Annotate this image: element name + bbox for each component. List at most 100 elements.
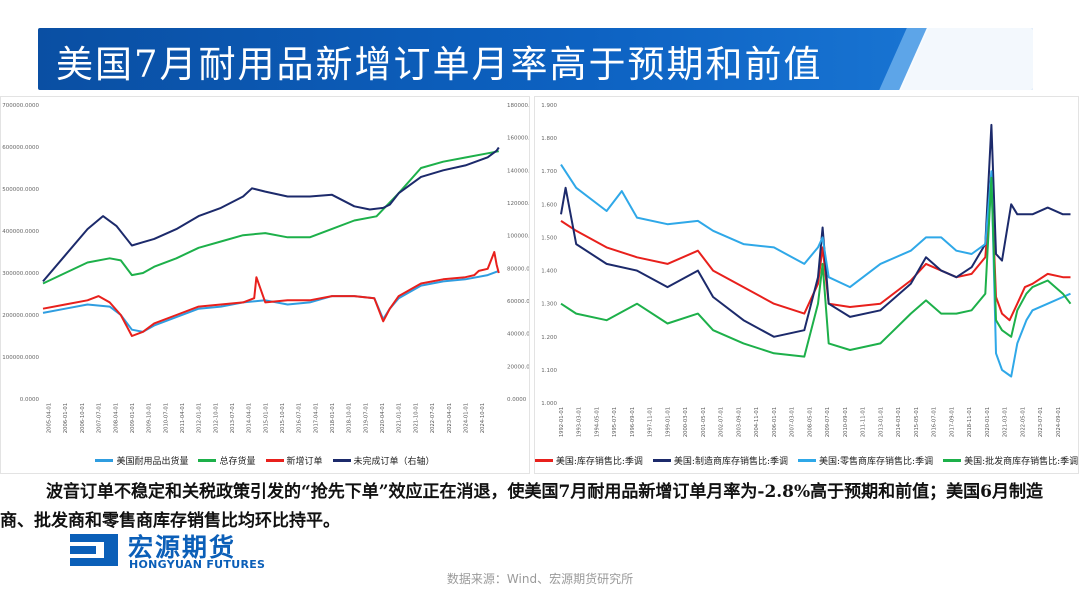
legend-item: 总存货量: [198, 454, 256, 467]
y2-tick-label: 20000.0000: [507, 364, 529, 370]
legend-label: 未完成订单（右轴）: [353, 457, 435, 467]
x-tick-label: 1997-11-01: [648, 407, 654, 437]
chart-panel-durable-goods: 0.0000 100000.0000 200000.0000 300000.0000 4…: [0, 96, 530, 474]
x-tick-label: 2005-04-01: [47, 403, 53, 433]
y-tick-label: 1.600: [541, 202, 557, 208]
x-tick-label: 2006-01-01: [772, 407, 778, 437]
x-tick-label: 2022-05-01: [1020, 407, 1026, 437]
y-tick-label: 600000.0000: [2, 145, 39, 151]
x-tick-label: 2016-07-01: [297, 403, 303, 433]
x-tick-label: 2013-01-01: [878, 407, 884, 437]
data-source-note: 数据来源：Wind、宏源期货研究所: [446, 572, 634, 586]
x-tick-label: 2002-07-01: [719, 407, 725, 437]
y-tick-label: 200000.0000: [2, 313, 39, 319]
x-tick-label: 2019-07-01: [363, 403, 369, 433]
y-tick-label: 0.0000: [20, 397, 40, 403]
x-tick-label: 2021-10-01: [413, 403, 419, 433]
x-tick-label: 2023-04-01: [447, 403, 453, 433]
y-tick-label: 1.000: [541, 401, 557, 407]
y-tick-label: 100000.0000: [2, 355, 39, 361]
x-tick-label: 2000-03-01: [683, 407, 689, 437]
x-tick-label: 2015-01-01: [263, 403, 269, 433]
x-tick-label: 2011-04-01: [180, 403, 186, 433]
x-tick-label: 2018-10-01: [347, 403, 353, 433]
x-tick-label: 2001-05-01: [701, 407, 707, 437]
y2-tick-label: 120000.0000: [507, 201, 529, 207]
y2-tick-label: 40000.0000: [507, 332, 529, 338]
y-tick-label: 1.800: [541, 136, 557, 142]
company-logo: 宏源期货 HONGYUAN FUTURES: [68, 528, 308, 574]
x-tick-label: 2008-04-01: [113, 403, 119, 433]
x-tick-label: 2023-07-01: [1038, 407, 1044, 437]
legend-label: 美国:零售商库存销售比:季调: [819, 457, 934, 467]
x-tick-label: 2006-01-01: [63, 403, 69, 433]
x-tick-label: 2007-03-01: [790, 407, 796, 437]
y-tick-label: 1.200: [541, 335, 557, 341]
legend-swatch: [265, 459, 284, 462]
legend-item: 美国:零售商库存销售比:季调: [798, 454, 933, 467]
x-tick-label: 2014-03-01: [896, 407, 902, 437]
legend-label: 美国耐用品出货量: [116, 457, 189, 467]
y-tick-label: 1.400: [541, 269, 557, 275]
x-tick-label: 2017-09-01: [949, 407, 955, 437]
x-tick-label: 2020-01-01: [985, 407, 991, 437]
y2-tick-label: 180000.0000: [507, 103, 529, 109]
legend-label: 美国:批发商库存销售比:季调: [964, 457, 1079, 467]
y2-tick-label: 140000.0000: [507, 168, 529, 174]
series-line-4: [42, 146, 500, 283]
y-tick-label: 500000.0000: [2, 187, 39, 193]
y-tick-label: 300000.0000: [2, 271, 39, 277]
y-tick-label: 1.500: [541, 235, 557, 241]
y2-tick-label: 0.0000: [507, 397, 527, 403]
x-tick-label: 2021-03-01: [1003, 407, 1009, 437]
legend-item: 美国:制造商库存销售比:季调: [652, 454, 788, 467]
y2-tick-label: 100000.0000: [507, 234, 529, 240]
chart-durable-goods: 0.0000 100000.0000 200000.0000 300000.0000 4…: [2, 103, 529, 433]
x-tick-label: 2009-10-01: [147, 403, 153, 433]
analysis-caption: 波音订单不稳定和关税政策引发的“抢先下单”效应正在消退，使美国7月耐用品新增订单…: [0, 482, 1043, 531]
legend-swatch: [943, 459, 962, 462]
x-tick-label: 2018-11-01: [967, 407, 973, 437]
title-banner: 美国7月耐用品新增订单月率高于预期和前值: [38, 28, 1033, 90]
legend-swatch: [652, 459, 671, 462]
x-tick-label: 2015-05-01: [914, 407, 920, 437]
legend-left: 美国耐用品出货量 总存货量 新增订单 未完成订单（右轴）: [1, 454, 529, 467]
legend-swatch: [798, 459, 816, 462]
x-tick-label: 2020-04-01: [380, 403, 386, 433]
x-tick-label: 2012-01-01: [197, 403, 203, 433]
x-tick-label: 2013-07-01: [230, 403, 236, 433]
x-tick-label: 2017-04-01: [313, 403, 319, 433]
legend-item: 未完成订单（右轴）: [332, 454, 435, 467]
x-tick-label: 1992-01-01: [559, 407, 565, 437]
x-tick-label: 2004-11-01: [754, 407, 760, 437]
x-tick-label: 2018-01-01: [330, 403, 336, 433]
y-tick-label: 700000.0000: [2, 103, 39, 109]
x-tick-label: 2006-10-01: [80, 403, 86, 433]
series-line-3: [560, 164, 1071, 378]
y2-tick-label: 60000.0000: [507, 299, 529, 305]
legend-item: 美国:库存销售比:季调: [534, 454, 643, 467]
logo-text-en: HONGYUAN FUTURES: [129, 558, 266, 571]
y-tick-label: 1.900: [541, 103, 557, 109]
chart-inventory-sales-ratio: 1.000 1.100 1.200 1.300 1.400 1.500 1.600 1.700…: [541, 103, 1072, 437]
series-line-4: [560, 176, 1072, 358]
y2-tick-label: 160000.0000: [507, 136, 529, 142]
x-tick-label: 2008-05-01: [807, 407, 813, 437]
x-tick-label: 2003-09-01: [736, 407, 742, 437]
legend-right: 美国:库存销售比:季调 美国:制造商库存销售比:季调 美国:零售商库存销售比:季调 美…: [534, 454, 1079, 467]
series-line-2: [560, 123, 1071, 338]
y-tick-label: 1.700: [541, 169, 557, 175]
legend-label: 新增订单: [286, 457, 323, 467]
x-tick-label: 2012-10-01: [213, 403, 219, 433]
y-tick-label: 1.100: [541, 368, 557, 374]
x-tick-label: 2010-07-01: [163, 403, 169, 433]
chart-panel-inventory-sales: 1.000 1.100 1.200 1.300 1.400 1.500 1.600 1.700…: [534, 96, 1079, 474]
x-tick-label: 2022-07-01: [430, 403, 436, 433]
x-tick-label: 2009-01-01: [130, 403, 136, 433]
legend-swatch: [534, 459, 553, 462]
legend-swatch: [332, 459, 351, 462]
x-tick-label: 2024-10-01: [480, 403, 486, 433]
x-tick-label: 2009-07-01: [825, 407, 831, 437]
y-tick-label: 1.300: [541, 302, 557, 308]
x-tick-label: 2024-01-01: [463, 403, 469, 433]
